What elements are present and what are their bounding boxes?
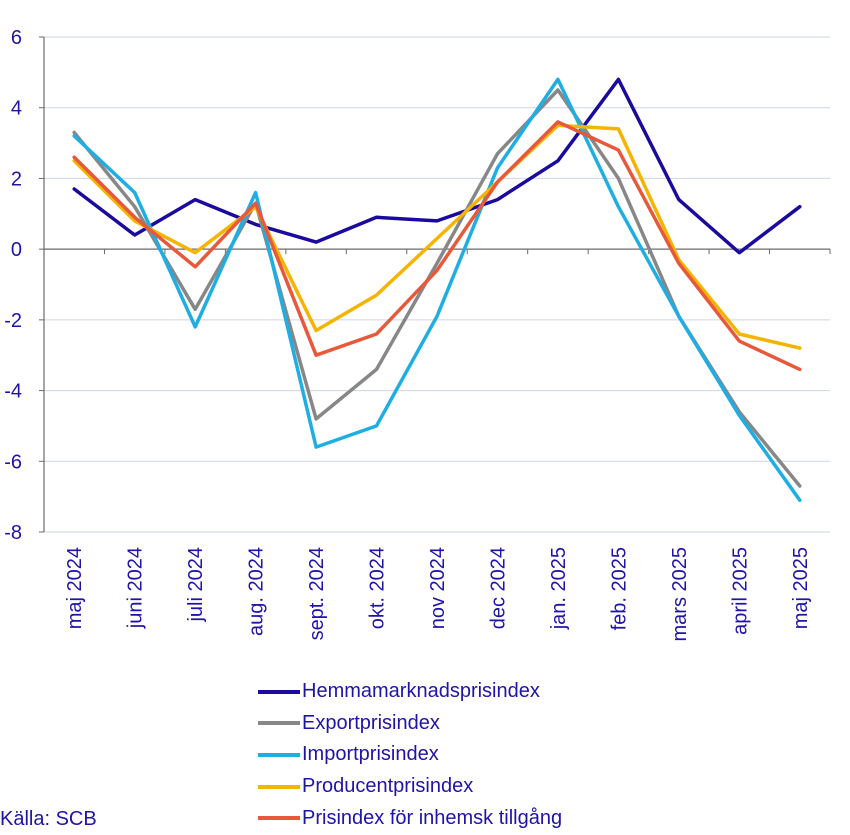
- series-lines: [72, 77, 802, 502]
- y-tick-label: 0: [11, 239, 22, 261]
- source-note: Källa: SCB: [0, 808, 97, 830]
- legend-swatch: [258, 721, 300, 726]
- series-line: [72, 77, 802, 255]
- legend-label: Importprisindex: [302, 743, 439, 766]
- legend-swatch: [258, 689, 300, 694]
- legend-swatch: [258, 816, 300, 821]
- x-tick-label: aug. 2024: [246, 547, 268, 636]
- legend-item: Exportprisindex: [258, 708, 562, 740]
- y-tick-label: 6: [11, 27, 22, 49]
- y-tick-label: -8: [4, 522, 22, 544]
- legend: Hemmamarknadsprisindex Exportprisindex I…: [258, 676, 562, 834]
- x-tick-label: maj 2025: [790, 547, 812, 629]
- legend-item: Producentprisindex: [258, 771, 562, 803]
- legend-item: Hemmamarknadsprisindex: [258, 676, 562, 708]
- x-axis-tick-labels: maj 2024 juni 2024 juli 2024 aug. 2024 sept.…: [64, 547, 812, 642]
- x-tick-label: juli 2024: [185, 547, 207, 623]
- legend-swatch: [258, 752, 300, 757]
- x-tick-label: feb. 2025: [608, 547, 630, 630]
- series-line: [72, 120, 802, 372]
- legend-label: Exportprisindex: [302, 711, 440, 734]
- x-tick-label: sept. 2024: [306, 547, 328, 640]
- legend-item: Importprisindex: [258, 739, 562, 771]
- legend-label: Producentprisindex: [302, 775, 474, 798]
- x-tick-label: nov 2024: [427, 547, 449, 629]
- y-tick-label: 2: [11, 168, 22, 190]
- legend-swatch: [258, 784, 300, 789]
- x-tick-label: jan. 2025: [548, 547, 570, 630]
- x-tick-label: okt. 2024: [367, 547, 389, 629]
- y-tick-label: -2: [4, 310, 22, 332]
- x-tick-label: maj 2024: [64, 547, 86, 629]
- x-tick-label: dec 2024: [487, 547, 509, 629]
- series-line: [72, 77, 802, 502]
- y-tick-label: -6: [4, 451, 22, 473]
- y-axis-tick-labels: 6 4 2 0 -2 -4 -6 -8: [4, 27, 22, 544]
- y-tick-label: 4: [11, 98, 22, 120]
- legend-label: Hemmamarknadsprisindex: [302, 680, 540, 703]
- series-line: [72, 88, 802, 488]
- axes: [39, 36, 831, 533]
- x-tick-label: april 2025: [729, 547, 751, 635]
- legend-item: Prisindex för inhemsk tillgång: [258, 802, 562, 834]
- x-tick-label: mars 2025: [669, 547, 691, 642]
- grid-lines: [44, 36, 830, 533]
- legend-label: Prisindex för inhemsk tillgång: [302, 806, 563, 829]
- x-tick-label: juni 2024: [125, 547, 147, 629]
- y-tick-label: -4: [4, 381, 22, 403]
- line-chart: 6 4 2 0 -2 -4 -6 -8 maj 2024 juni 2024 juli 2024 a…: [4, 27, 831, 642]
